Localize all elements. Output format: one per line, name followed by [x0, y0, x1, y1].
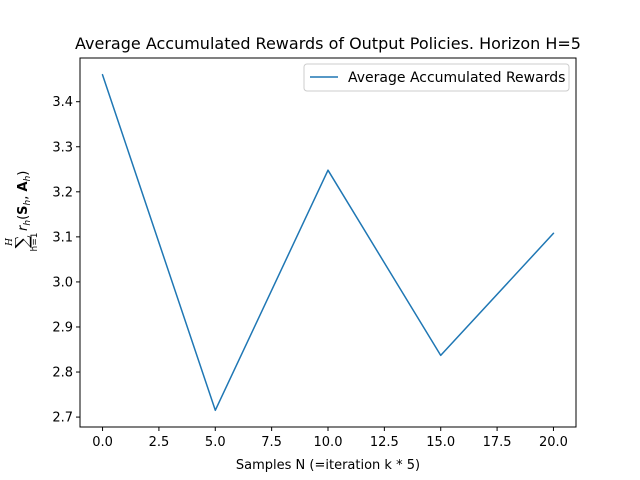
x-tick-label: 0.0 — [92, 435, 113, 450]
x-tick-label: 15.0 — [426, 435, 455, 450]
y-tick-label: 3.4 — [52, 95, 73, 110]
legend-box — [303, 63, 570, 92]
series-line-0 — [101, 73, 555, 412]
y-tick-label: 3.2 — [52, 185, 73, 200]
y-tick-label: 3.1 — [52, 230, 73, 245]
y-axis-label-upper: H — [5, 238, 15, 247]
x-tick-label: 12.5 — [370, 435, 399, 450]
chart-title: Average Accumulated Rewards of Output Po… — [75, 34, 581, 53]
y-tick-label: 3.3 — [52, 140, 73, 155]
x-tick-label: 7.5 — [261, 435, 282, 450]
x-tick-label: 17.5 — [483, 435, 512, 450]
x-tick-label: 20.0 — [539, 435, 568, 450]
y-tick-label: 2.9 — [52, 320, 73, 335]
x-tick-label: 5.0 — [205, 435, 226, 450]
series-group — [101, 73, 555, 412]
x-axis-label: Samples N (=iteration k * 5) — [236, 458, 420, 473]
legend: Average Accumulated Rewards — [303, 63, 570, 92]
x-axis-ticks: 0.0 2.5 5.0 7.5 10.0 12.5 15.0 17.5 20.0 — [92, 427, 568, 450]
y-axis-label-sum: ∑ — [12, 235, 33, 248]
y-axis-ticks: 2.7 2.8 2.9 3.0 3.1 3.2 3.3 3.4 — [52, 95, 80, 426]
y-axis-label-lower: h=1 — [30, 233, 40, 252]
y-tick-label: 2.7 — [52, 411, 73, 426]
y-axis-label-body: rh(Sh, Ah) — [16, 171, 33, 231]
x-tick-label: 2.5 — [149, 435, 170, 450]
y-axis-label: ∑ H h=1 rh(Sh, Ah) — [5, 171, 40, 252]
x-tick-label: 10.0 — [314, 435, 343, 450]
y-tick-label: 3.0 — [52, 275, 73, 290]
plot-area — [79, 57, 577, 428]
y-tick-label: 2.8 — [52, 366, 73, 381]
legend-label: Average Accumulated Rewards — [348, 70, 565, 86]
